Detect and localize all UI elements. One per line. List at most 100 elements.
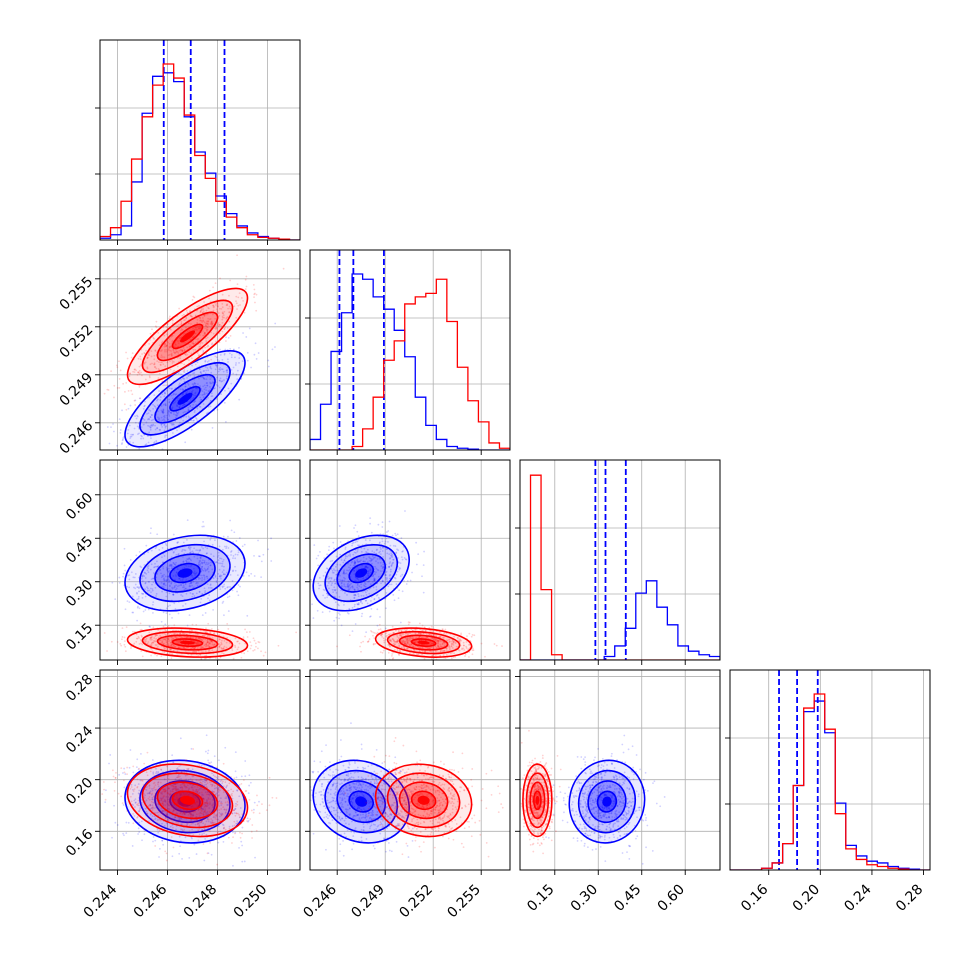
scatter-point <box>218 360 220 363</box>
scatter-point <box>122 572 125 575</box>
scatter-point <box>327 549 330 552</box>
scatter-point <box>168 401 171 403</box>
scatter-point <box>205 320 208 323</box>
scatter-point <box>189 315 192 317</box>
scatter-point <box>222 840 225 843</box>
scatter-point <box>247 792 250 795</box>
scatter-point <box>179 579 182 582</box>
scatter-point <box>221 315 224 318</box>
scatter-point <box>138 397 141 400</box>
scatter-point <box>172 393 175 396</box>
scatter-point <box>249 647 252 650</box>
scatter-point <box>221 562 224 565</box>
scatter-point <box>210 322 213 325</box>
scatter-point <box>169 468 171 470</box>
scatter-point <box>222 370 225 373</box>
scatter-point <box>210 343 213 346</box>
scatter-point <box>393 599 396 602</box>
panel-content <box>100 250 300 470</box>
scatter-point <box>162 611 165 614</box>
scatter-point <box>142 423 145 426</box>
scatter-point <box>186 330 189 333</box>
scatter-point <box>217 322 220 324</box>
scatter-point <box>226 316 229 318</box>
scatter-point <box>167 341 169 344</box>
scatter-point <box>164 402 167 405</box>
scatter-point <box>200 309 203 311</box>
scatter-point <box>159 399 162 401</box>
scatter-point <box>234 751 237 753</box>
scatter-point <box>156 654 158 657</box>
scatter-point <box>289 570 291 572</box>
scatter-point <box>150 424 153 426</box>
scatter-point <box>280 611 282 613</box>
scatter-point <box>210 367 213 370</box>
scatter-point <box>165 595 168 598</box>
scatter-point <box>369 522 371 525</box>
scatter-point <box>295 631 298 634</box>
scatter-point <box>160 581 163 584</box>
scatter-point <box>201 565 203 568</box>
scatter-point <box>234 565 236 568</box>
scatter-point <box>161 419 164 422</box>
scatter-point <box>153 354 156 357</box>
scatter-point <box>138 386 141 388</box>
scatter-point <box>130 356 133 359</box>
scatter-point <box>138 550 141 553</box>
scatter-point <box>172 349 175 352</box>
scatter-point <box>172 575 175 577</box>
scatter-point <box>128 424 131 427</box>
scatter-point <box>224 389 226 392</box>
scatter-point <box>144 572 147 574</box>
scatter-point <box>171 360 174 363</box>
scatter-point <box>194 394 196 397</box>
scatter-point <box>137 605 139 608</box>
scatter-point <box>223 328 226 331</box>
scatter-point <box>223 545 226 548</box>
scatter-point <box>137 595 140 598</box>
scatter-point <box>182 393 184 396</box>
scatter-point <box>170 422 173 425</box>
scatter-point <box>401 590 404 593</box>
scatter-point <box>187 409 190 411</box>
scatter-point <box>186 624 189 627</box>
scatter-point <box>129 437 132 440</box>
scatter-point <box>328 545 331 548</box>
scatter-point <box>193 419 195 422</box>
scatter-point <box>211 323 214 326</box>
scatter-point <box>118 418 121 420</box>
scatter-point <box>160 409 163 412</box>
scatter-point <box>215 383 218 386</box>
scatter-point <box>407 623 410 626</box>
scatter-point <box>229 586 231 588</box>
scatter-point <box>172 551 175 554</box>
scatter-point <box>121 442 124 444</box>
scatter-point <box>173 413 175 416</box>
scatter-point <box>245 336 248 338</box>
scatter-point <box>203 575 206 577</box>
scatter-point <box>136 425 139 428</box>
scatter-point <box>367 640 370 642</box>
scatter-point <box>252 283 255 286</box>
scatter-point <box>198 590 201 593</box>
scatter-point <box>381 521 384 524</box>
scatter-point <box>143 571 146 574</box>
scatter-point <box>215 304 217 306</box>
scatter-point <box>257 539 259 542</box>
scatter-point <box>211 323 214 326</box>
scatter-point <box>169 315 171 318</box>
scatter-point <box>177 612 180 615</box>
scatter-point <box>201 565 204 568</box>
scatter-point <box>221 302 224 305</box>
scatter-point <box>225 340 227 342</box>
histogram-series-0 <box>100 72 300 240</box>
scatter-point <box>219 363 222 366</box>
scatter-point <box>131 433 134 436</box>
scatter-point <box>113 396 115 399</box>
scatter-point <box>168 345 171 348</box>
scatter-point <box>134 404 137 406</box>
scatter-point <box>301 629 303 631</box>
scatter-point <box>423 550 425 553</box>
scatter-point <box>143 361 145 364</box>
scatter-point <box>194 400 197 402</box>
